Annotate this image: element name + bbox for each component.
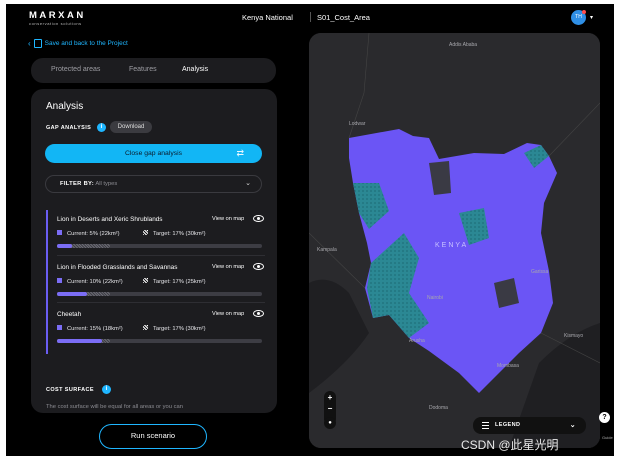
target-text: Target: 17% (30km²) — [153, 231, 206, 237]
project-name[interactable]: Kenya National — [242, 13, 293, 22]
logo[interactable]: MARXAN — [29, 10, 86, 21]
app-window: MARXAN conservation solutions Kenya Nati… — [6, 4, 614, 456]
notification-dot — [582, 10, 586, 14]
country-label: KENYA — [435, 242, 469, 249]
filter-label: FILTER BY: — [60, 181, 95, 187]
zoom-control: + − — [324, 391, 336, 425]
target-text: Target: 17% (25km²) — [153, 279, 206, 285]
current-text: Current: 5% (22km²) — [67, 231, 120, 237]
panel-title: Analysis — [46, 101, 84, 112]
logo-tagline: conservation solutions — [29, 21, 82, 26]
eye-icon[interactable] — [253, 215, 264, 222]
tab-features[interactable]: Features — [129, 66, 157, 73]
analysis-panel: Analysis GAP ANALYSIS i Download Close g… — [31, 89, 277, 413]
tab-protected-areas[interactable]: Protected areas — [51, 66, 101, 73]
info-icon[interactable]: i — [97, 123, 106, 132]
progress-current — [57, 339, 103, 343]
target-swatch — [143, 230, 148, 235]
progress-bar — [57, 339, 262, 343]
close-gap-label: Close gap analysis — [124, 150, 183, 157]
swap-arrows-icon: ⇄ — [236, 148, 244, 158]
help-label: Guide — [602, 435, 613, 440]
tab-bar: Protected areas Features Analysis — [31, 58, 276, 83]
download-button[interactable]: Download — [110, 121, 152, 133]
close-gap-analysis-button[interactable]: Close gap analysis ⇄ — [45, 144, 262, 163]
map-canvas — [309, 33, 600, 448]
feature-name: Lion in Flooded Grasslands and Savannas — [57, 264, 178, 271]
current-swatch — [57, 230, 62, 235]
feature-name: Cheetah — [57, 311, 82, 318]
scenario-name[interactable]: S01_Cost_Area — [317, 13, 370, 22]
zoom-out-icon[interactable]: − — [327, 404, 333, 413]
progress-bar — [57, 244, 262, 248]
target-text: Target: 17% (30km²) — [153, 326, 206, 332]
chevron-down-icon: ⌄ — [569, 422, 576, 429]
current-swatch — [57, 325, 62, 330]
coverage-area — [353, 183, 389, 229]
coverage-area — [367, 233, 429, 338]
current-value: Current: 5% (22km²) — [57, 230, 120, 237]
map-place-label: Dodoma — [429, 405, 448, 411]
zoom-in-icon[interactable]: + — [327, 393, 333, 402]
breadcrumb-separator — [310, 12, 311, 22]
divider — [57, 302, 265, 303]
progress-current — [57, 292, 88, 296]
target-value: Target: 17% (25km²) — [143, 278, 206, 285]
watermark: CSDN @此星光明 — [461, 438, 559, 452]
filter-select[interactable]: FILTER BY: All types ⌄ — [45, 175, 262, 193]
chevron-left-icon: ‹ — [28, 39, 31, 48]
feature-list: Lion in Deserts and Xeric Shrublands Vie… — [46, 210, 266, 354]
progress-bar — [57, 292, 262, 296]
eye-icon[interactable] — [253, 263, 264, 270]
unselected-area — [494, 278, 519, 308]
location-pin-icon[interactable]: ● — [324, 417, 336, 429]
view-on-map-link[interactable]: View on map — [212, 311, 245, 317]
list-icon — [482, 422, 489, 429]
map-place-label: Kampala — [317, 247, 337, 253]
current-value: Current: 10% (22km²) — [57, 278, 123, 285]
progress-target — [57, 244, 111, 248]
view-on-map-link[interactable]: View on map — [212, 216, 245, 222]
cost-surface-text: The cost surface will be equal for all a… — [46, 404, 183, 410]
back-link[interactable]: ‹ Save and back to the Project — [28, 39, 128, 48]
legend-label: LEGEND — [495, 422, 521, 428]
target-swatch — [143, 325, 148, 330]
coverage-area — [459, 208, 489, 245]
progress-current — [57, 244, 73, 248]
map-place-label: Mombasa — [497, 363, 519, 369]
cost-surface-label: COST SURFACE — [46, 387, 94, 393]
divider — [57, 255, 265, 256]
map-place-label: Arusha — [409, 338, 425, 344]
gap-analysis-label: GAP ANALYSIS — [46, 125, 92, 131]
current-text: Current: 15% (18km²) — [67, 326, 123, 332]
info-icon[interactable]: i — [102, 385, 111, 394]
current-text: Current: 10% (22km²) — [67, 279, 123, 285]
map-place-label: Addis Ababa — [449, 42, 478, 48]
map-place-label: Garissa — [531, 269, 549, 275]
unselected-area — [429, 161, 451, 195]
legend-toggle[interactable]: LEGEND ⌄ — [473, 417, 586, 434]
top-bar: MARXAN conservation solutions Kenya Nati… — [6, 4, 614, 30]
target-value: Target: 17% (30km²) — [143, 325, 206, 332]
map[interactable]: Addis Ababa Lodwar Garissa Mombasa Kampa… — [309, 33, 600, 448]
view-on-map-link[interactable]: View on map — [212, 264, 245, 270]
coverage-area — [524, 145, 549, 168]
tab-analysis[interactable]: Analysis — [182, 66, 209, 73]
chevron-down-icon: ⌄ — [245, 180, 251, 187]
eye-icon[interactable] — [253, 310, 264, 317]
run-scenario-button[interactable]: Run scenario — [99, 424, 207, 449]
feature-name: Lion in Deserts and Xeric Shrublands — [57, 216, 163, 223]
help-button[interactable]: ? — [599, 412, 610, 423]
chevron-down-icon[interactable]: ▾ — [590, 15, 594, 21]
map-place-label: Lodwar — [349, 121, 366, 127]
current-value: Current: 15% (18km²) — [57, 325, 123, 332]
back-link-label: Save and back to the Project — [44, 40, 128, 47]
current-swatch — [57, 278, 62, 283]
map-place-label: Nairobi — [427, 295, 443, 301]
document-icon — [33, 39, 42, 48]
target-swatch — [143, 278, 148, 283]
map-place-label: Kismayo — [564, 333, 584, 339]
filter-value: All types — [95, 181, 118, 187]
target-value: Target: 17% (30km²) — [143, 230, 206, 237]
